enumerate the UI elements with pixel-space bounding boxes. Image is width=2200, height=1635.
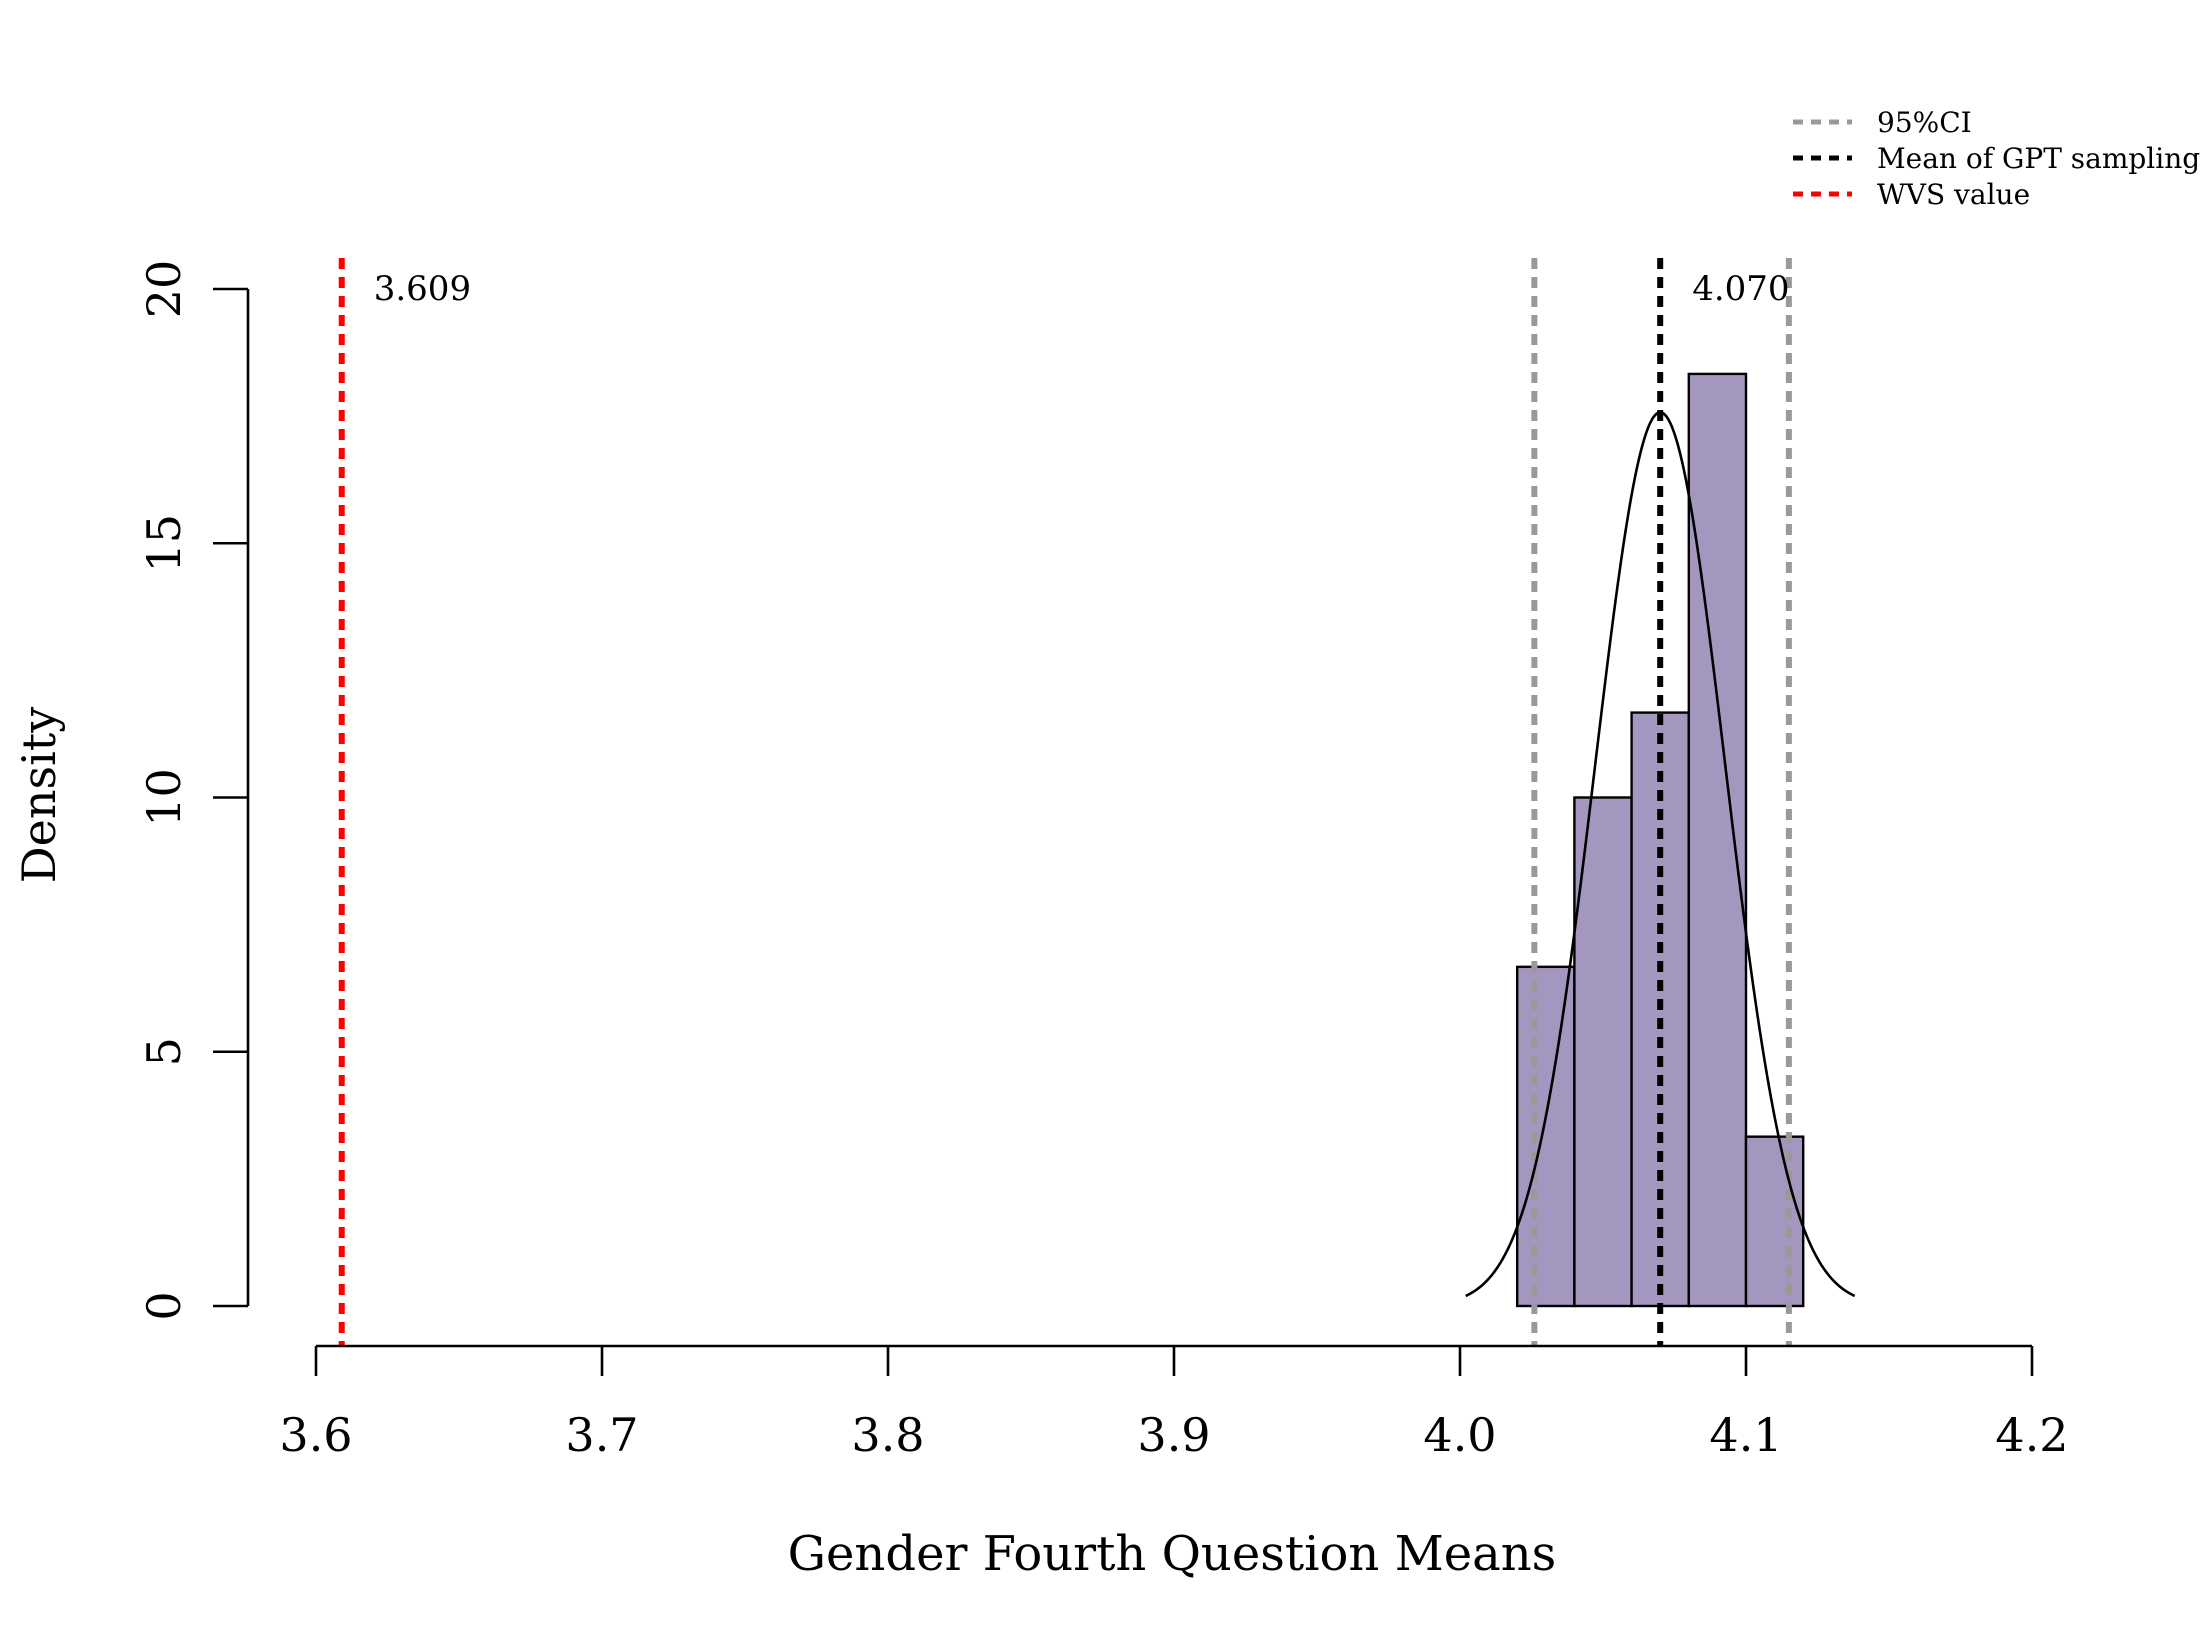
histogram-bar-2 [1573,796,1633,1308]
y-tick-label: 10 [137,768,191,827]
x-tick-label: 3.8 [851,1408,924,1462]
reference-lines [338,258,1792,1346]
legend-label-ci: 95%CI [1877,106,1972,139]
normal-density-curve [1465,411,1856,1298]
x-tick-label: 3.9 [1137,1408,1210,1462]
x-tick-label: 4.2 [1995,1408,2068,1462]
wvs-annotation: 3.609 [374,269,471,309]
x-tick-label: 4.1 [1709,1408,1782,1462]
histogram-bar-1 [1515,965,1576,1308]
x-axis-label: Gender Fourth Question Means [788,1526,1557,1582]
y-tick-label: 5 [137,1037,191,1066]
axes: 3.6 3.7 3.8 3.9 4.0 4.1 4.2 0 5 10 15 20 [137,260,2069,1462]
x-tick-label: 4.0 [1423,1408,1496,1462]
gpt-mean-annotation: 4.070 [1692,269,1789,309]
y-tick-label: 15 [137,514,191,573]
legend-label-wvs: WVS value [1877,178,2030,211]
x-tick-label: 3.7 [565,1408,638,1462]
legend-label-gpt: Mean of GPT sampling [1877,142,2200,175]
annotations: 3.609 4.070 [374,269,1790,309]
y-axis-label: Density [12,707,66,884]
y-tick-label: 20 [137,260,191,319]
y-tick-label: 0 [137,1291,191,1320]
histogram-bar-4 [1687,372,1748,1308]
histogram-bar-5 [1744,1135,1805,1308]
x-tick-label: 3.6 [279,1408,352,1462]
